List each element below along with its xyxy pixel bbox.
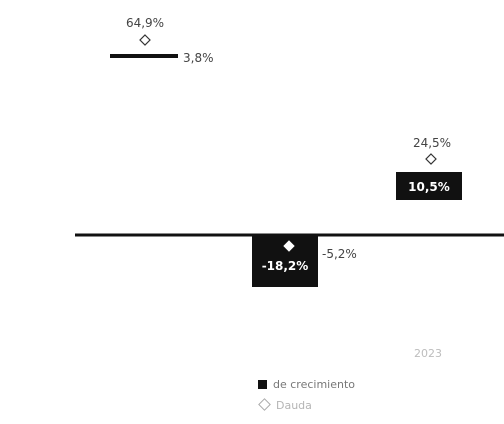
bar-label-cat3-series1: -18,2% (262, 259, 309, 273)
bar-label-cat3-series2: 10,5% (408, 180, 450, 194)
bar-cat3-series2 (396, 172, 462, 200)
legend-label: de crecimiento (273, 378, 356, 391)
diamond-filled-marker-cat3 (283, 240, 295, 252)
diamond-swatch-icon (258, 398, 271, 411)
legend-label: Dauda (276, 399, 312, 412)
bar-cat3-series1 (252, 235, 318, 287)
bar-cat1-series1 (110, 54, 178, 58)
diamond-label-cat1: 64,9% (126, 16, 164, 30)
diamond-label-cat3: 24,5% (413, 136, 451, 150)
bar-label-cat1-series1: 3,8% (183, 51, 214, 65)
diamond-marker-cat3 (425, 153, 437, 165)
diamond-marker-cat1 (139, 34, 151, 46)
x-tick-label: 2023 (414, 347, 442, 360)
square-swatch-icon (258, 380, 267, 389)
legend-item: Dauda (258, 398, 312, 412)
diamond-filled-label-cat3: -5,2% (322, 247, 357, 261)
legend: de crecimiento Dauda (0, 372, 504, 422)
legend-item: de crecimiento (258, 378, 355, 391)
